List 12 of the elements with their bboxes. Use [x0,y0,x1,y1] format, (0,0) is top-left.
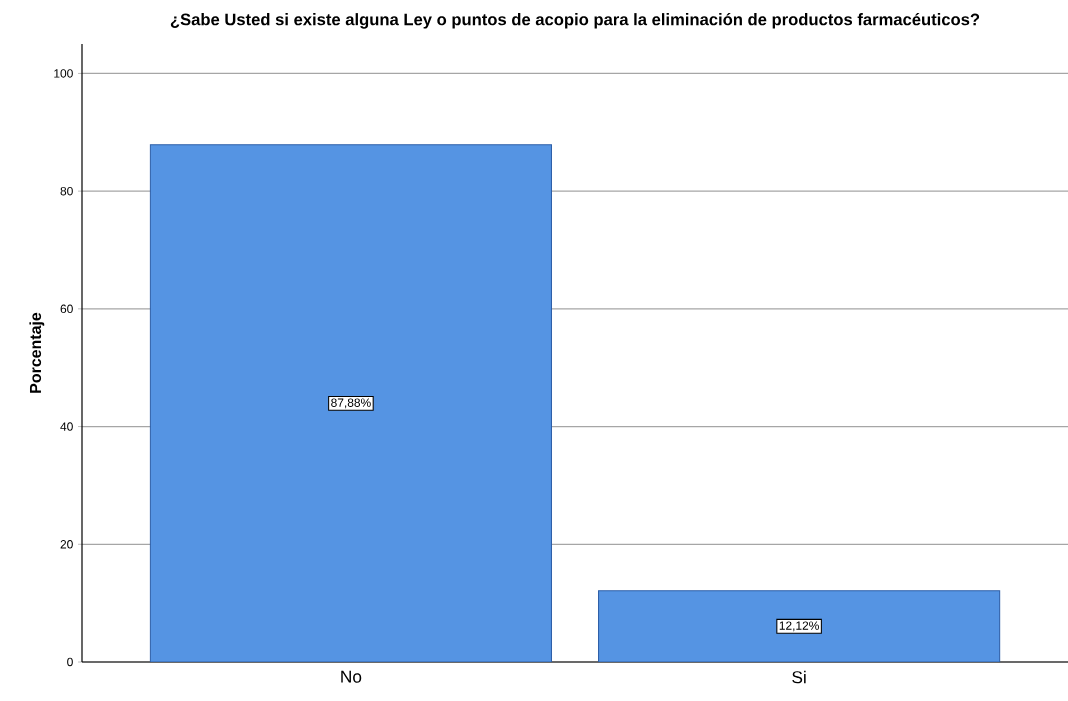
x-tick-label: Si [792,670,806,684]
y-tick-label: 100 [54,69,73,78]
y-tick-label: 20 [60,540,73,549]
data-label: 87,88% [331,398,371,409]
y-tick-label: 0 [67,657,73,667]
y-tick-label: 80 [60,186,73,196]
chart-title: ¿Sabe Usted si existe alguna Ley o puntos de acopio para la eliminación de productos farmacéuticos? [170,12,980,29]
y-tick-label: 40 [60,422,73,431]
data-label: 12,12% [779,621,819,632]
y-axis-title: Porcentaje [29,312,45,393]
x-tick-label: No [341,670,362,683]
y-tick-label: 60 [60,304,73,314]
